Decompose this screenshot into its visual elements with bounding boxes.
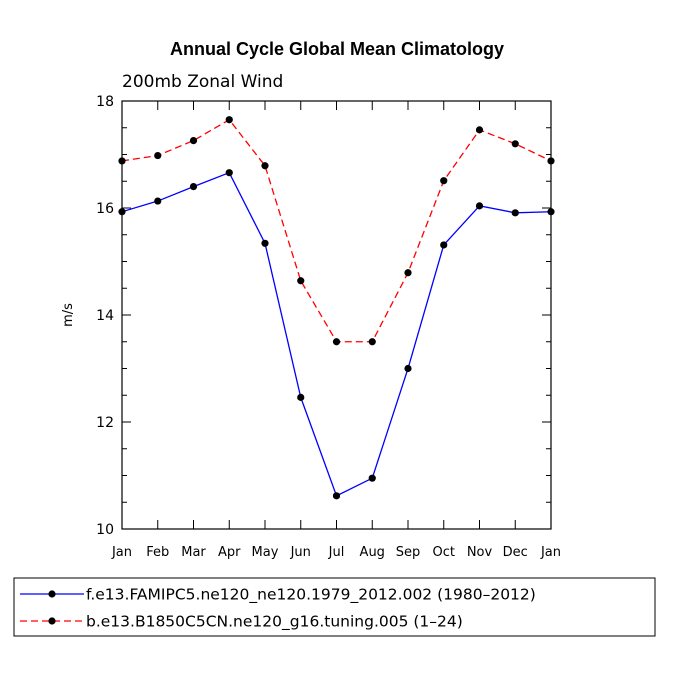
series-2-point xyxy=(511,140,519,148)
x-tick-label: Feb xyxy=(146,545,169,560)
legend: f.e13.FAMIPC5.ne120_ne120.1979_2012.002 … xyxy=(13,577,656,637)
x-tick-label: May xyxy=(252,545,279,560)
series-2-point xyxy=(297,277,305,285)
y-axis-label: m/s xyxy=(61,303,76,327)
series-1-point xyxy=(225,169,233,177)
y-tick-label: 12 xyxy=(96,415,114,431)
plot-area: 10 12 14 16 18 Jan Feb Mar Apr May Jun Jul Aug Sep Oct… xyxy=(96,94,561,560)
series-1-point xyxy=(118,208,126,216)
series-2-point xyxy=(404,269,412,277)
series-1-point xyxy=(511,209,519,217)
series-1-point xyxy=(154,197,162,205)
series-2-point xyxy=(154,151,162,160)
series-2-point xyxy=(189,136,198,145)
series-1-point xyxy=(189,183,198,191)
series-2-point xyxy=(261,162,269,170)
y-tick-label: 14 xyxy=(96,308,114,324)
legend-swatch-marker-2 xyxy=(48,617,56,625)
series-2-point xyxy=(225,116,233,124)
x-tick-label: Mar xyxy=(181,545,206,560)
series-2-point xyxy=(118,157,126,165)
series-2-point xyxy=(547,157,555,165)
series-1-point xyxy=(440,241,448,249)
x-tick-label: Jan xyxy=(111,545,132,560)
series-2-line xyxy=(121,118,552,343)
x-tick-label: Sep xyxy=(396,545,421,560)
x-tick-label: Jan xyxy=(540,545,561,560)
series-1-point xyxy=(332,492,341,500)
series-2-point xyxy=(475,126,484,134)
x-tick-label: Nov xyxy=(467,545,493,560)
plot-frame xyxy=(121,100,552,530)
chart-subtitle: 200mb Zonal Wind xyxy=(122,72,283,92)
series-1-point xyxy=(475,202,484,210)
legend-entry-1: f.e13.FAMIPC5.ne120_ne120.1979_2012.002 … xyxy=(86,586,536,605)
series-1-line xyxy=(121,171,552,497)
y-tick-label: 16 xyxy=(96,201,114,217)
x-tick-label: Dec xyxy=(503,545,528,560)
chart-title: Annual Cycle Global Mean Climatology xyxy=(170,39,504,59)
x-tick-label: Jun xyxy=(290,545,311,560)
x-tick-label: Aug xyxy=(360,545,385,560)
series-1-point xyxy=(261,239,269,247)
series-2-point xyxy=(368,338,376,346)
legend-swatch-marker-1 xyxy=(48,590,56,598)
series-1-point xyxy=(297,393,305,401)
series-1-point xyxy=(404,364,412,373)
legend-entry-2: b.e13.B1850C5CN.ne120_g16.tuning.005 (1–… xyxy=(86,613,463,632)
x-tick-label: Jul xyxy=(328,545,345,560)
x-tick-label: Apr xyxy=(218,545,241,560)
y-tick-label: 18 xyxy=(96,94,114,110)
series-2-point xyxy=(440,177,448,185)
series-2-point xyxy=(332,338,341,346)
series-1-point xyxy=(368,474,376,482)
series-1-point xyxy=(547,208,555,216)
y-tick-label: 10 xyxy=(96,522,114,538)
legend-box xyxy=(13,577,656,637)
x-tick-label: Oct xyxy=(433,545,455,560)
